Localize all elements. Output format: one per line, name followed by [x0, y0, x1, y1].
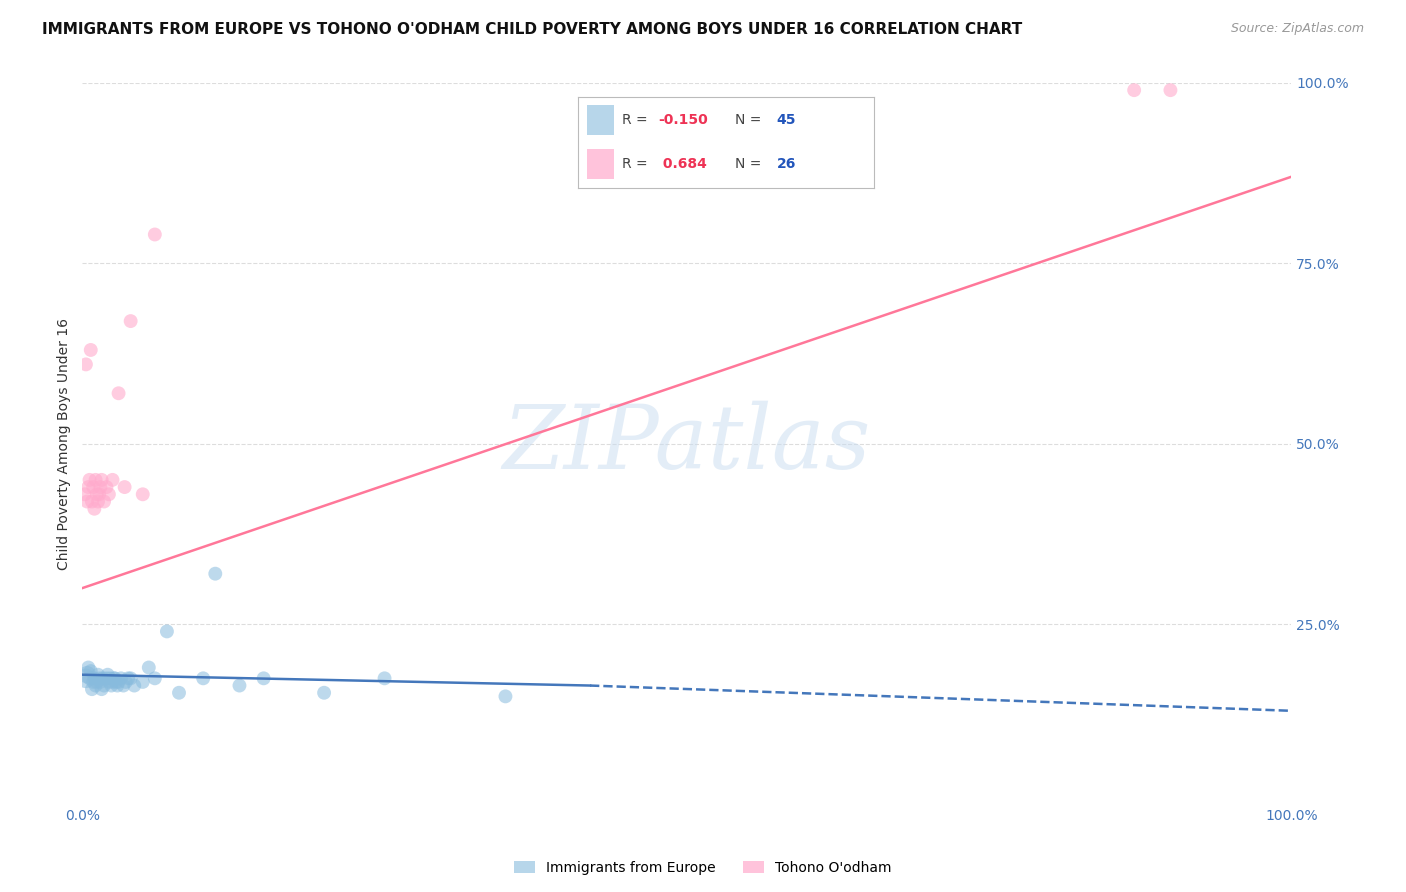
Point — [96, 480, 118, 494]
Point — [79, 671, 101, 685]
Point — [120, 671, 142, 685]
Point — [89, 480, 111, 494]
Point — [76, 667, 98, 681]
Point — [107, 674, 129, 689]
Point — [76, 494, 98, 508]
Point — [156, 624, 179, 639]
Point — [86, 487, 108, 501]
Point — [83, 501, 105, 516]
Point — [117, 671, 139, 685]
Point — [84, 473, 107, 487]
Point — [89, 674, 111, 689]
Text: ZIPatlas: ZIPatlas — [502, 401, 870, 487]
Point — [91, 671, 114, 685]
Point — [79, 473, 101, 487]
Point — [132, 487, 155, 501]
Point — [80, 664, 103, 678]
Point — [97, 674, 120, 689]
Point — [100, 679, 122, 693]
Point — [86, 674, 108, 689]
Point — [77, 480, 100, 494]
Point — [82, 674, 104, 689]
Point — [107, 386, 129, 401]
Point — [1159, 83, 1181, 97]
Y-axis label: Child Poverty Among Boys Under 16: Child Poverty Among Boys Under 16 — [58, 318, 72, 570]
Point — [124, 679, 146, 693]
Point — [253, 671, 276, 685]
Point — [97, 667, 120, 681]
Point — [90, 682, 112, 697]
Legend: Immigrants from Europe, Tohono O'odham: Immigrants from Europe, Tohono O'odham — [509, 855, 897, 880]
Point — [93, 494, 115, 508]
Point — [87, 494, 110, 508]
Point — [103, 671, 125, 685]
Point — [89, 671, 111, 685]
Point — [105, 674, 128, 689]
Point — [110, 671, 132, 685]
Point — [93, 679, 115, 693]
Text: Source: ZipAtlas.com: Source: ZipAtlas.com — [1230, 22, 1364, 36]
Point — [114, 480, 136, 494]
Point — [132, 674, 155, 689]
Point — [89, 487, 111, 501]
Point — [75, 671, 97, 685]
Point — [193, 671, 215, 685]
Point — [374, 671, 396, 685]
Point — [105, 679, 128, 693]
Point — [143, 227, 166, 242]
Point — [1123, 83, 1146, 97]
Point — [80, 494, 103, 508]
Point — [494, 690, 516, 704]
Text: IMMIGRANTS FROM EUROPE VS TOHONO O'ODHAM CHILD POVERTY AMONG BOYS UNDER 16 CORRE: IMMIGRANTS FROM EUROPE VS TOHONO O'ODHAM… — [42, 22, 1022, 37]
Point — [112, 679, 135, 693]
Point — [101, 473, 124, 487]
Point — [120, 314, 142, 328]
Point — [314, 686, 336, 700]
Point — [138, 660, 160, 674]
Point — [101, 674, 124, 689]
Point — [97, 487, 120, 501]
Point — [104, 671, 127, 685]
Point — [77, 660, 100, 674]
Point — [84, 679, 107, 693]
Point — [80, 682, 103, 697]
Point — [90, 473, 112, 487]
Point — [73, 487, 96, 501]
Point — [228, 679, 250, 693]
Point — [75, 358, 97, 372]
Point — [98, 671, 121, 685]
Point — [204, 566, 226, 581]
Point — [83, 671, 105, 685]
Point — [80, 343, 103, 357]
Point — [96, 671, 118, 685]
Point — [82, 480, 104, 494]
Point — [87, 667, 110, 681]
Point — [114, 674, 136, 689]
Point — [167, 686, 190, 700]
Point — [143, 671, 166, 685]
